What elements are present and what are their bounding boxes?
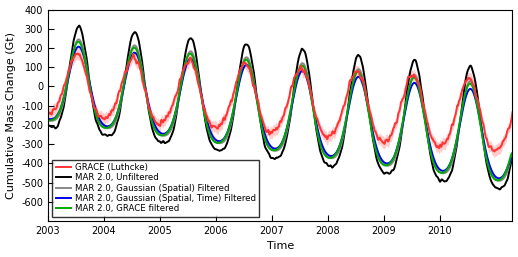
MAR 2.0, Unfiltered <box>496 188 502 191</box>
MAR 2.0, Gaussian (Spatial) Filtered <box>509 154 515 158</box>
MAR 2.0, Gaussian (Spatial) Filtered <box>258 124 265 127</box>
GRACE (Luthcke) <box>75 52 81 55</box>
MAR 2.0, Gaussian (Spatial, Time) Filtered <box>496 177 502 180</box>
GRACE (Luthcke) <box>258 116 265 119</box>
MAR 2.0, Unfiltered <box>258 128 265 131</box>
MAR 2.0, GRACE filtered <box>68 57 75 60</box>
MAR 2.0, Unfiltered <box>509 153 515 156</box>
MAR 2.0, Gaussian (Spatial, Time) Filtered <box>496 177 502 180</box>
MAR 2.0, GRACE filtered <box>45 119 51 122</box>
MAR 2.0, Gaussian (Spatial) Filtered <box>496 179 502 182</box>
GRACE (Luthcke) <box>496 146 502 149</box>
MAR 2.0, Unfiltered <box>271 157 277 160</box>
MAR 2.0, Gaussian (Spatial) Filtered <box>68 58 75 61</box>
MAR 2.0, GRACE filtered <box>496 178 502 181</box>
MAR 2.0, Gaussian (Spatial, Time) Filtered <box>271 147 277 150</box>
MAR 2.0, Gaussian (Spatial) Filtered <box>271 149 277 152</box>
MAR 2.0, Gaussian (Spatial, Time) Filtered <box>509 157 515 160</box>
MAR 2.0, Unfiltered <box>45 125 51 128</box>
GRACE (Luthcke) <box>45 111 51 114</box>
MAR 2.0, GRACE filtered <box>75 40 81 43</box>
Line: GRACE (Luthcke): GRACE (Luthcke) <box>48 53 512 152</box>
MAR 2.0, Unfiltered <box>76 24 82 27</box>
MAR 2.0, GRACE filtered <box>271 149 277 152</box>
MAR 2.0, Unfiltered <box>411 59 417 62</box>
MAR 2.0, Gaussian (Spatial, Time) Filtered <box>496 177 502 180</box>
GRACE (Luthcke) <box>491 150 497 153</box>
MAR 2.0, Gaussian (Spatial) Filtered <box>411 74 417 77</box>
Line: MAR 2.0, Unfiltered: MAR 2.0, Unfiltered <box>48 26 512 189</box>
MAR 2.0, Unfiltered <box>497 188 503 191</box>
Line: MAR 2.0, GRACE filtered: MAR 2.0, GRACE filtered <box>48 42 512 180</box>
MAR 2.0, Gaussian (Spatial) Filtered <box>76 38 82 41</box>
Line: MAR 2.0, Gaussian (Spatial, Time) Filtered: MAR 2.0, Gaussian (Spatial, Time) Filter… <box>48 47 512 178</box>
MAR 2.0, GRACE filtered <box>496 179 502 182</box>
Y-axis label: Cumulative Mass Change (Gt): Cumulative Mass Change (Gt) <box>6 32 16 199</box>
MAR 2.0, Gaussian (Spatial) Filtered <box>496 179 502 182</box>
Legend: GRACE (Luthcke), MAR 2.0, Unfiltered, MAR 2.0, Gaussian (Spatial) Filtered, MAR : GRACE (Luthcke), MAR 2.0, Unfiltered, MA… <box>52 160 259 217</box>
X-axis label: Time: Time <box>267 241 294 251</box>
GRACE (Luthcke) <box>271 128 277 132</box>
MAR 2.0, Gaussian (Spatial, Time) Filtered <box>76 45 82 48</box>
GRACE (Luthcke) <box>509 111 515 114</box>
MAR 2.0, Gaussian (Spatial, Time) Filtered <box>68 61 75 65</box>
Line: MAR 2.0, Gaussian (Spatial) Filtered: MAR 2.0, Gaussian (Spatial) Filtered <box>48 39 512 181</box>
MAR 2.0, GRACE filtered <box>411 76 417 79</box>
GRACE (Luthcke) <box>496 146 502 149</box>
MAR 2.0, Gaussian (Spatial, Time) Filtered <box>45 118 51 121</box>
GRACE (Luthcke) <box>68 59 75 62</box>
MAR 2.0, Gaussian (Spatial, Time) Filtered <box>411 81 417 85</box>
MAR 2.0, GRACE filtered <box>495 179 501 182</box>
MAR 2.0, Unfiltered <box>496 187 502 190</box>
MAR 2.0, Gaussian (Spatial) Filtered <box>496 179 502 182</box>
MAR 2.0, GRACE filtered <box>509 151 515 154</box>
MAR 2.0, GRACE filtered <box>258 126 265 129</box>
MAR 2.0, Gaussian (Spatial, Time) Filtered <box>258 121 265 124</box>
MAR 2.0, Unfiltered <box>68 52 75 55</box>
GRACE (Luthcke) <box>411 73 417 76</box>
MAR 2.0, Gaussian (Spatial) Filtered <box>45 119 51 122</box>
